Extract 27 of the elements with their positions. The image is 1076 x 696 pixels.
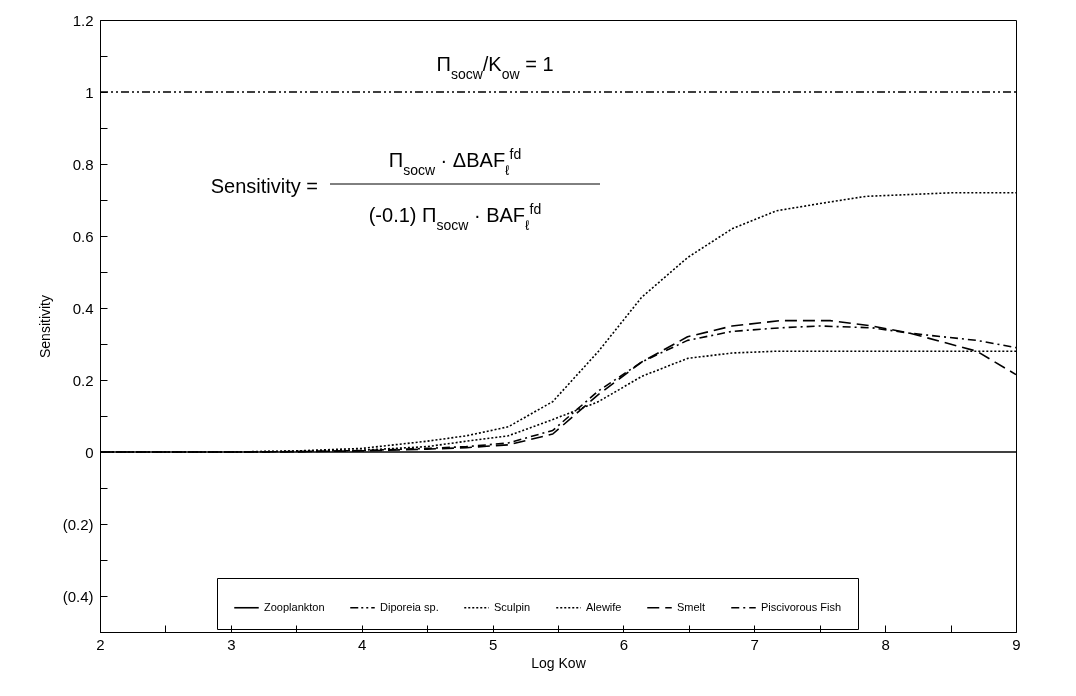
x-tick-label: 3: [227, 635, 236, 653]
x-tick-label: 2: [96, 635, 105, 653]
y-tick-label: 1: [85, 83, 94, 101]
legend-label: Sculpin: [494, 600, 531, 613]
x-tick-label: 6: [619, 635, 629, 653]
x-tick-label: 4: [358, 635, 367, 653]
y-tick-label: 0.8: [72, 155, 94, 173]
y-tick-label: 0.2: [72, 371, 94, 389]
y-tick-label: 0.6: [72, 227, 94, 245]
legend-label: Alewife: [586, 600, 622, 613]
y-tick-label: (0.2): [62, 515, 94, 533]
annotation: Π$_{socw}$/K$_{ow}$ = 1: [436, 53, 554, 82]
x-axis-title: Log Kow: [531, 654, 587, 671]
legend-label: Diporeia sp.: [380, 600, 439, 613]
y-tick-label: 0: [85, 443, 94, 461]
legend-label: Piscivorous Fish: [761, 600, 842, 613]
y-tick-label: (0.4): [62, 587, 94, 605]
y-tick-label: 0.4: [72, 299, 94, 317]
x-tick-label: 5: [488, 635, 498, 653]
legend-label: Zooplankton: [264, 600, 325, 613]
legend-label: Smelt: [677, 600, 706, 613]
x-tick-label: 9: [1012, 635, 1021, 653]
y-tick-label: 1.2: [72, 11, 94, 29]
x-tick-label: 7: [750, 635, 759, 653]
annotation: Sensitivity =: [210, 175, 318, 197]
y-axis-title: Sensitivity: [36, 294, 53, 359]
x-tick-label: 8: [881, 635, 890, 653]
